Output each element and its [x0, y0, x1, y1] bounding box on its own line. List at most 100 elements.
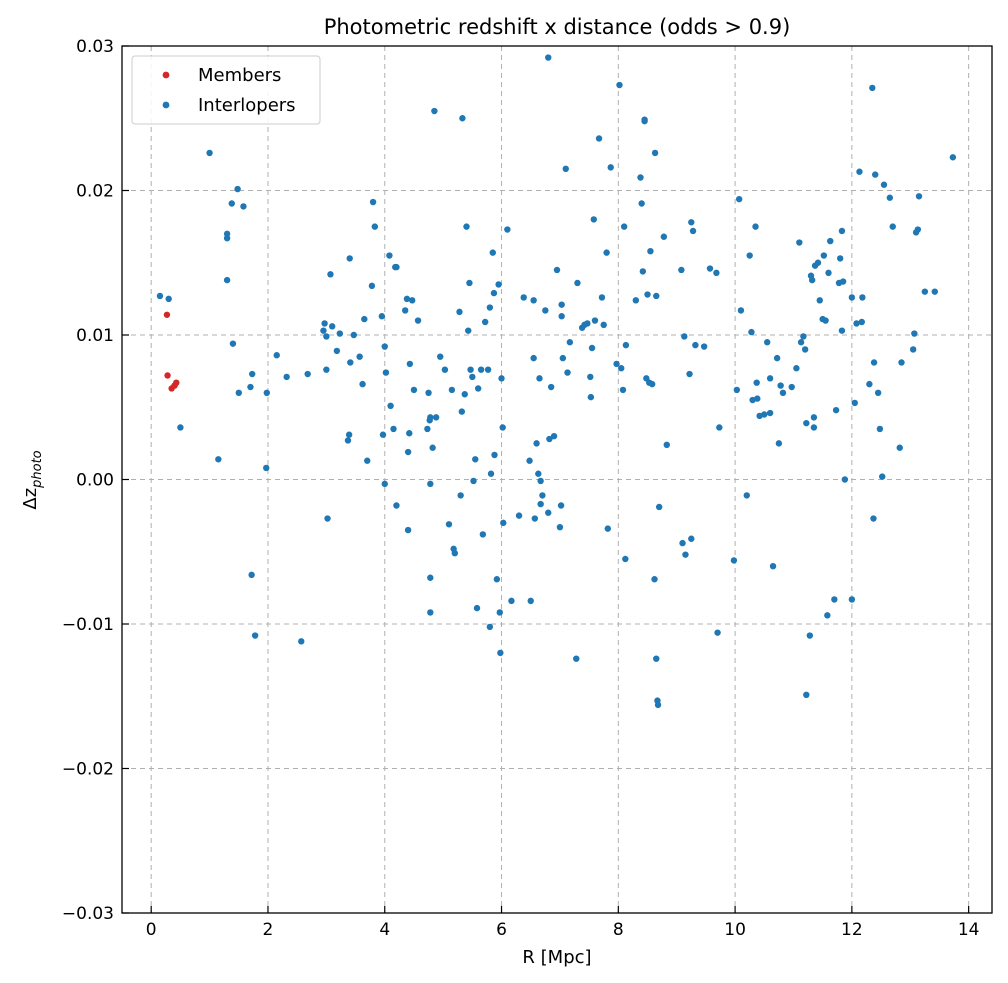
point-interlopers	[463, 223, 470, 230]
point-interlopers	[876, 425, 884, 433]
point-interlopers	[546, 435, 553, 443]
point-interlopers	[856, 168, 863, 175]
point-interlopers	[356, 353, 363, 360]
point-interlopers	[477, 366, 485, 373]
point-interlopers	[801, 346, 809, 353]
point-interlopers	[247, 383, 254, 391]
point-interlopers	[504, 226, 511, 233]
point-interlopers	[361, 315, 368, 323]
point-interlopers	[769, 563, 777, 570]
chart-title: Photometric redshift x distance (odds > …	[324, 15, 791, 39]
point-interlopers	[556, 523, 564, 531]
point-interlopers	[638, 200, 645, 207]
legend-label-members: Members	[198, 65, 281, 86]
point-interlopers	[487, 470, 495, 477]
point-interlopers	[686, 370, 693, 378]
point-interlopers	[432, 414, 440, 421]
point-interlopers	[641, 116, 648, 123]
point-interlopers	[654, 701, 662, 709]
point-interlopers	[733, 386, 741, 394]
point-interlopers	[368, 282, 376, 290]
point-interlopers	[764, 339, 771, 346]
point-interlopers	[637, 174, 644, 181]
point-interlopers	[566, 339, 574, 346]
point-interlopers	[839, 278, 847, 285]
point-interlopers	[858, 318, 865, 326]
point-interlopers	[404, 526, 412, 534]
point-interlopers	[240, 203, 247, 210]
point-interlopers	[931, 288, 938, 295]
point-interlopers	[816, 297, 823, 304]
point-interlopers	[378, 313, 386, 320]
point-interlopers	[486, 623, 494, 631]
point-interlopers	[461, 391, 468, 398]
legend-marker-interlopers	[162, 101, 170, 109]
point-interlopers	[547, 383, 555, 391]
point-interlopers	[470, 477, 477, 485]
point-interlopers	[607, 164, 614, 171]
point-interlopers	[622, 341, 630, 349]
point-interlopers	[406, 360, 414, 368]
point-interlopers	[229, 340, 237, 347]
point-interlopers	[853, 320, 860, 327]
point-interlopers	[393, 502, 400, 509]
point-interlopers	[263, 389, 271, 396]
point-interlopers	[692, 341, 699, 349]
point-interlopers	[234, 185, 241, 193]
data-points	[156, 54, 957, 709]
point-interlopers	[493, 576, 501, 583]
point-members	[164, 372, 171, 379]
point-interlopers	[647, 247, 654, 255]
point-interlopers	[545, 509, 552, 516]
point-interlopers	[911, 330, 918, 337]
point-interlopers	[539, 492, 546, 499]
y-axis-title: Δzphoto	[20, 450, 45, 509]
point-interlopers	[489, 249, 496, 256]
point-interlopers	[810, 424, 818, 431]
point-interlopers	[515, 512, 523, 519]
y-tick-label: −0.01	[62, 615, 114, 635]
x-tick-label: 10	[724, 920, 746, 940]
point-interlopers	[558, 301, 565, 308]
point-interlopers	[588, 344, 596, 352]
x-tick-label: 12	[841, 920, 863, 940]
point-interlopers	[886, 194, 894, 201]
y-tick-label: 0.02	[76, 182, 114, 202]
point-interlopers	[165, 295, 172, 303]
x-tick-label: 6	[496, 920, 507, 940]
point-interlopers	[177, 424, 184, 431]
x-axis-title: R [Mpc]	[522, 947, 591, 968]
point-interlopers	[598, 294, 606, 301]
y-tick-label: 0.01	[76, 326, 114, 346]
point-interlopers	[251, 632, 259, 639]
point-interlopers	[249, 370, 256, 378]
point-interlopers	[832, 406, 840, 414]
point-interlopers	[743, 492, 750, 499]
point-interlopers	[323, 366, 330, 373]
point-interlopers	[379, 431, 387, 438]
y-tick-label: −0.03	[62, 904, 114, 924]
point-interlopers	[558, 313, 565, 320]
point-interlopers	[735, 195, 743, 203]
point-interlopers	[590, 216, 597, 223]
point-interlopers	[688, 219, 695, 226]
point-interlopers	[880, 181, 888, 188]
point-interlopers	[573, 655, 580, 662]
point-interlopers	[716, 424, 723, 431]
point-interlopers	[831, 596, 838, 603]
point-interlopers	[424, 425, 431, 433]
point-interlopers	[473, 604, 481, 612]
point-interlopers	[474, 385, 482, 392]
point-interlopers	[874, 389, 882, 396]
point-interlopers	[248, 571, 255, 579]
point-interlopers	[557, 502, 565, 509]
point-interlopers	[678, 266, 685, 274]
point-interlopers	[681, 333, 688, 340]
point-interlopers	[559, 354, 567, 362]
point-interlopers	[500, 519, 507, 527]
point-interlopers	[223, 234, 231, 242]
point-interlopers	[537, 500, 544, 508]
point-interlopers	[653, 655, 660, 662]
point-interlopers	[562, 165, 569, 173]
point-interlopers	[484, 366, 492, 373]
